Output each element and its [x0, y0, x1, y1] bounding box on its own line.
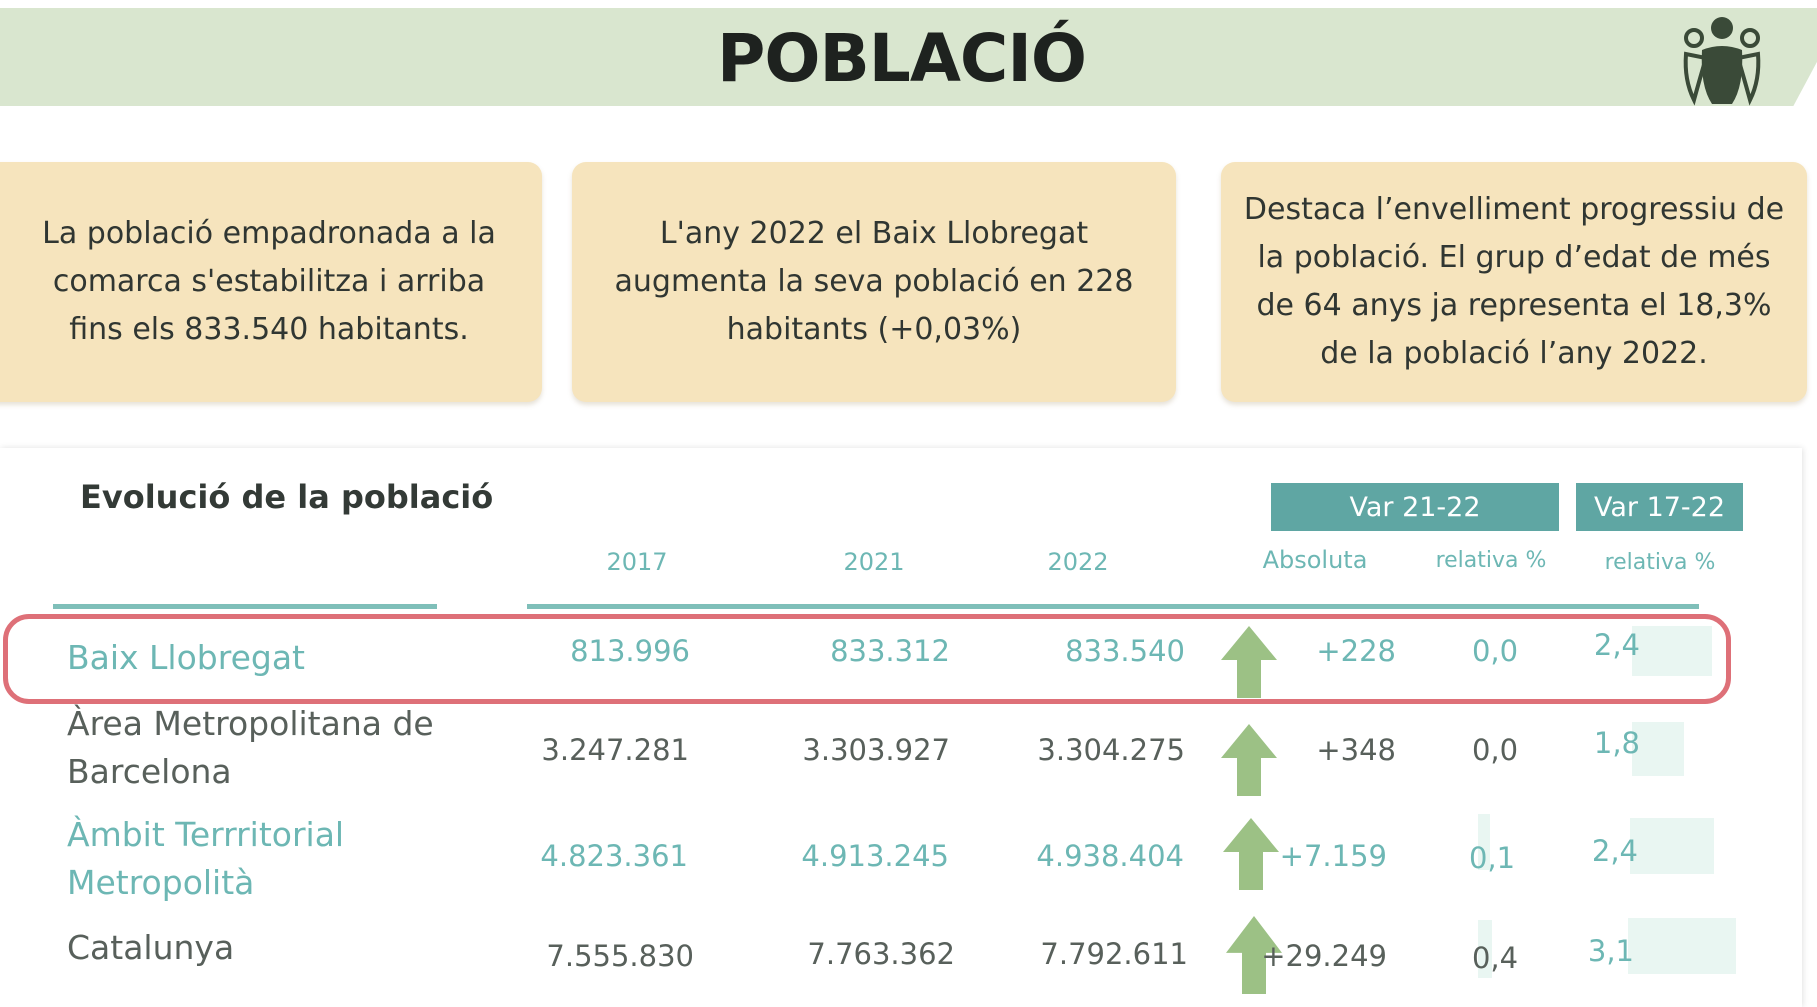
value-absolute: +29.249	[1261, 939, 1387, 973]
value-relative-21-22: 0,0	[1471, 733, 1519, 767]
value-2021: 7.763.362	[807, 937, 955, 971]
card-text: La població empadronada a la comarca s'e…	[42, 216, 496, 347]
relative-bar	[1630, 818, 1714, 874]
up-arrow-icon	[1221, 724, 1277, 796]
page-title: POBLACIÓ	[716, 20, 1087, 97]
relative-bar	[1478, 920, 1492, 978]
value-relative-21-22: 0,4	[1471, 941, 1519, 975]
value-2017: 813.996	[570, 634, 690, 668]
value-relative-17-22: 2,4	[1591, 834, 1638, 868]
value-relative-17-22: 2,4	[1593, 628, 1640, 662]
highlight-box	[3, 614, 1731, 704]
value-2022: 4.938.404	[1036, 839, 1184, 873]
column-header-2021: 2021	[843, 548, 905, 576]
value-2017: 3.247.281	[541, 733, 689, 767]
summary-card-population: La població empadronada a la comarca s'e…	[0, 162, 542, 402]
row-label: Àrea Metropolitana de Barcelona	[67, 704, 434, 791]
column-header-2022: 2022	[1047, 548, 1109, 576]
row-label: Baix Llobregat	[67, 638, 305, 677]
var-17-22-header: Var 17-22	[1576, 483, 1743, 531]
value-2021: 3.303.927	[802, 733, 950, 767]
row-label: Catalunya	[67, 928, 235, 967]
up-arrow-icon	[1221, 626, 1277, 698]
header-rule	[527, 604, 1699, 609]
relative-bar	[1632, 626, 1712, 676]
value-relative-21-22: 0,0	[1471, 634, 1519, 668]
column-header-relative-21-22: relativa %	[1435, 548, 1547, 573]
value-2017: 7.555.830	[546, 939, 694, 973]
column-header-absolute: Absoluta	[1262, 546, 1368, 574]
card-text: Destaca l’envelliment progressiu de la p…	[1243, 192, 1785, 371]
header-rule	[53, 604, 437, 609]
relative-bar	[1628, 918, 1736, 974]
relative-bar	[1632, 722, 1684, 776]
people-group-icon	[1683, 17, 1761, 106]
value-absolute: +348	[1316, 733, 1396, 767]
value-relative-17-22: 3,1	[1587, 934, 1634, 968]
summary-card-growth: L'any 2022 el Baix Llobregat augmenta la…	[572, 162, 1176, 402]
value-2021: 833.312	[830, 634, 950, 668]
population-table-panel	[0, 448, 1802, 1007]
row-label: Àmbit Terrritorial Metropolità	[67, 815, 345, 902]
value-2017: 4.823.361	[540, 839, 688, 873]
up-arrow-icon	[1226, 916, 1282, 994]
table-title: Evolució de la població	[80, 478, 494, 516]
card-text: L'any 2022 el Baix Llobregat augmenta la…	[614, 216, 1134, 347]
header-band	[0, 8, 1817, 106]
value-2022: 3.304.275	[1037, 733, 1185, 767]
up-arrow-icon	[1223, 818, 1279, 890]
column-header-2017: 2017	[606, 548, 668, 576]
value-relative-17-22: 1,8	[1593, 726, 1640, 760]
var-21-22-header: Var 21-22	[1271, 483, 1559, 531]
value-2022: 833.540	[1065, 634, 1185, 668]
relative-bar	[1478, 814, 1490, 870]
value-2022: 7.792.611	[1040, 937, 1188, 971]
column-header-relative-17-22: relativa %	[1604, 550, 1716, 575]
summary-card-aging: Destaca l’envelliment progressiu de la p…	[1221, 162, 1807, 402]
value-2021: 4.913.245	[801, 839, 949, 873]
value-absolute: +7.159	[1279, 839, 1387, 873]
value-absolute: +228	[1316, 634, 1396, 668]
value-relative-21-22: 0,1	[1468, 841, 1516, 875]
